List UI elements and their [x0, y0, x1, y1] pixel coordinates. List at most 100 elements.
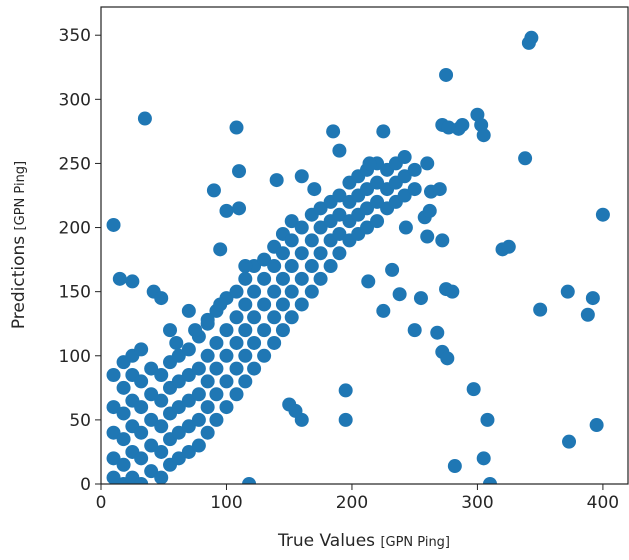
- scatter-point: [154, 419, 169, 434]
- scatter-point: [397, 150, 412, 165]
- x-tick-label: 0: [96, 493, 107, 513]
- scatter-point: [332, 226, 347, 241]
- scatter-point: [562, 434, 577, 449]
- scatter-point: [269, 173, 284, 188]
- x-label-text: True Values: [277, 531, 375, 551]
- scatter-point: [476, 128, 491, 143]
- y-tick-label: 250: [59, 154, 91, 174]
- scatter-point: [332, 207, 347, 222]
- y-tick-label: 200: [59, 219, 91, 239]
- scatter-point: [420, 156, 435, 171]
- scatter-point: [247, 361, 262, 376]
- scatter-point: [294, 271, 309, 286]
- scatter-point: [407, 323, 422, 338]
- scatter-point: [338, 412, 353, 427]
- scatter-point: [134, 400, 149, 415]
- scatter-point: [445, 284, 460, 299]
- scatter-point: [476, 451, 491, 466]
- scatter-point: [294, 297, 309, 312]
- scatter-point: [313, 246, 328, 261]
- scatter-point: [191, 387, 206, 402]
- scatter-point: [307, 182, 322, 197]
- scatter-point: [397, 188, 412, 203]
- scatter-point: [106, 217, 121, 232]
- y-label-text: Predictions: [9, 236, 29, 329]
- scatter-point: [134, 451, 149, 466]
- scatter-point: [209, 361, 224, 376]
- scatter-point: [284, 214, 299, 229]
- scatter-point: [370, 214, 385, 229]
- scatter-point: [191, 361, 206, 376]
- scatter-point: [247, 310, 262, 325]
- scatter-point: [407, 162, 422, 177]
- scatter-point: [144, 412, 159, 427]
- y-tick-label: 350: [59, 26, 91, 46]
- scatter-point: [275, 297, 290, 312]
- scatter-point: [229, 120, 244, 135]
- y-tick-label: 50: [69, 411, 91, 431]
- scatter-point: [238, 297, 253, 312]
- scatter-point: [376, 303, 391, 318]
- scatter-point: [200, 425, 215, 440]
- scatter-point: [398, 220, 413, 235]
- scatter-point: [482, 477, 497, 484]
- scatter-point: [181, 444, 196, 459]
- scatter-point: [219, 348, 234, 363]
- scatter-point: [181, 368, 196, 383]
- scatter-point: [125, 274, 140, 289]
- scatter-point: [238, 323, 253, 338]
- scatter-point: [144, 464, 159, 479]
- scatter-point: [247, 284, 262, 299]
- scatter-point: [282, 397, 297, 412]
- scatter-point: [171, 451, 186, 466]
- scatter-point: [595, 207, 610, 222]
- scatter-point: [134, 342, 149, 357]
- scatter-point: [332, 246, 347, 261]
- scatter-point: [376, 124, 391, 139]
- scatter-point: [171, 425, 186, 440]
- scatter-point: [585, 291, 600, 306]
- scatter-point: [191, 438, 206, 453]
- scatter-point: [332, 188, 347, 203]
- scatter-point: [360, 220, 375, 235]
- scatter-point: [533, 302, 548, 317]
- scatter-point: [284, 259, 299, 274]
- scatter-point: [200, 374, 215, 389]
- scatter-point: [257, 252, 272, 267]
- scatter-point: [171, 374, 186, 389]
- scatter-point: [360, 182, 375, 197]
- scatter-point: [134, 425, 149, 440]
- scatter-point: [106, 470, 121, 484]
- scatter-point: [116, 406, 131, 421]
- scatter-point: [397, 169, 412, 184]
- x-tick-label: 400: [587, 493, 619, 513]
- scatter-point: [407, 182, 422, 197]
- scatter-point: [267, 284, 282, 299]
- y-tick-label: 150: [59, 283, 91, 303]
- scatter-point: [112, 271, 127, 286]
- scatter-point: [232, 201, 247, 216]
- scatter-point: [284, 233, 299, 248]
- scatter-point: [430, 325, 445, 340]
- x-tick-label: 200: [336, 493, 368, 513]
- scatter-point: [229, 387, 244, 402]
- scatter-point: [326, 124, 341, 139]
- scatter-point: [232, 164, 247, 179]
- scatter-point: [144, 361, 159, 376]
- y-axis-label: Predictions [GPN Ping]: [9, 161, 29, 329]
- scatter-point: [439, 67, 454, 82]
- scatter-point: [370, 175, 385, 190]
- scatter-point: [144, 387, 159, 402]
- scatter-point: [580, 307, 595, 322]
- scatter-point: [294, 169, 309, 184]
- x-axis-label: True Values [GPN Ping]: [277, 531, 450, 551]
- scatter-point: [435, 233, 450, 248]
- scatter-point: [323, 259, 338, 274]
- scatter-point: [432, 182, 447, 197]
- scatter-point: [209, 335, 224, 350]
- scatter-point: [169, 335, 184, 350]
- scatter-point: [518, 151, 533, 166]
- scatter-point: [422, 203, 437, 218]
- scatter-point: [338, 383, 353, 398]
- scatter-point: [219, 203, 234, 218]
